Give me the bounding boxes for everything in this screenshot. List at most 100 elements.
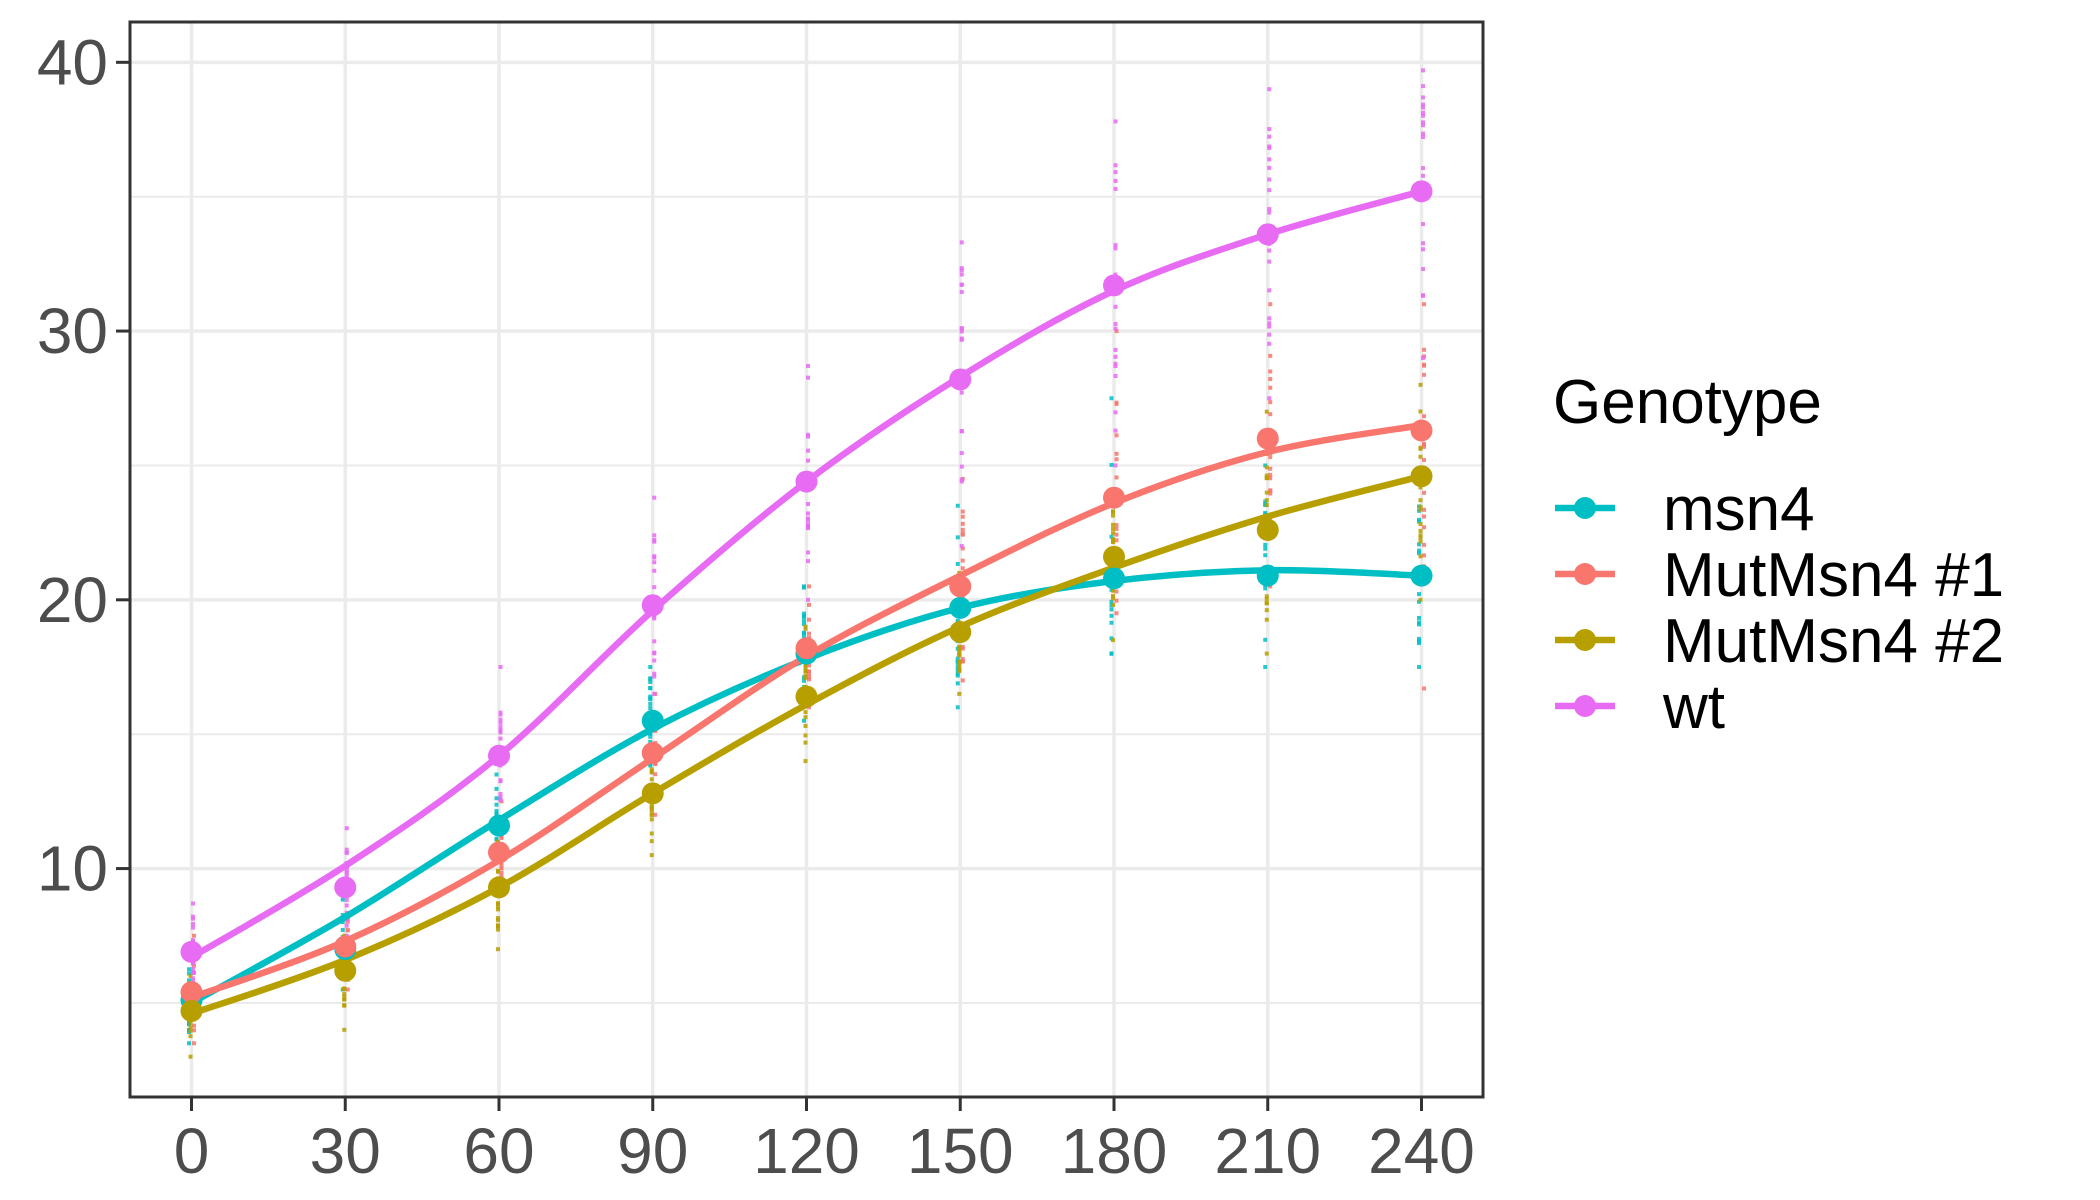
raw-point-wt (498, 710, 503, 715)
raw-point-mutmsn4-2 (649, 853, 654, 858)
raw-point-wt (959, 240, 964, 245)
legend-key-point-mutmsn4-2 (1574, 629, 1596, 651)
raw-point-wt (959, 544, 964, 549)
raw-point-wt (191, 916, 195, 921)
raw-point-mutmsn4-2 (1264, 490, 1269, 495)
raw-point-wt (1267, 332, 1272, 337)
raw-point-mutmsn4-1 (1114, 611, 1119, 616)
raw-point-msn4 (187, 978, 191, 983)
raw-point-msn4 (1263, 546, 1268, 551)
raw-point-msn4 (1417, 622, 1421, 627)
raw-point-wt (344, 847, 349, 852)
raw-point-msn4 (1417, 548, 1421, 553)
mean-point-mutmsn4-2 (334, 959, 357, 982)
raw-point-wt (1113, 410, 1118, 415)
raw-point-mutmsn4-1 (1268, 488, 1273, 493)
raw-point-mutmsn4-2 (496, 927, 500, 932)
raw-point-wt (1421, 123, 1425, 128)
raw-point-mutmsn4-2 (1418, 539, 1423, 544)
raw-point-wt (191, 901, 195, 906)
raw-point-wt (1267, 207, 1272, 212)
raw-point-mutmsn4-1 (1422, 444, 1426, 449)
x-tick-label: 90 (617, 1115, 688, 1187)
raw-point-wt (652, 639, 657, 644)
raw-point-mutmsn4-1 (1268, 385, 1273, 390)
raw-point-mutmsn4-2 (1111, 596, 1115, 601)
raw-point-mutmsn4-2 (649, 767, 654, 772)
mean-point-wt (1256, 223, 1279, 246)
raw-point-wt (1113, 243, 1118, 248)
raw-point-msn4 (955, 503, 960, 508)
raw-point-wt (806, 448, 810, 453)
raw-point-wt (1421, 95, 1425, 100)
raw-point-mutmsn4-1 (1114, 451, 1119, 456)
raw-point-mutmsn4-2 (496, 869, 500, 874)
raw-point-mutmsn4-1 (1268, 353, 1273, 358)
raw-point-wt (1421, 247, 1425, 252)
raw-point-msn4 (802, 614, 806, 619)
raw-point-msn4 (1263, 542, 1268, 547)
raw-point-wt (191, 970, 195, 975)
raw-point-mutmsn4-2 (1418, 504, 1423, 509)
raw-point-msn4 (340, 927, 345, 932)
raw-point-wt (498, 720, 503, 725)
raw-point-mutmsn4-2 (649, 831, 654, 836)
raw-point-mutmsn4-1 (1268, 377, 1273, 382)
raw-point-wt (1267, 177, 1272, 182)
raw-point-mutmsn4-1 (653, 772, 658, 777)
raw-point-mutmsn4-1 (1422, 372, 1426, 377)
raw-point-mutmsn4-2 (803, 665, 808, 670)
raw-point-mutmsn4-2 (957, 668, 962, 673)
raw-point-mutmsn4-1 (192, 1023, 196, 1028)
raw-point-mutmsn4-1 (960, 514, 965, 519)
raw-point-mutmsn4-2 (1264, 465, 1269, 470)
raw-point-msn4 (648, 677, 653, 682)
raw-point-wt (806, 597, 810, 602)
raw-point-wt (1421, 173, 1425, 178)
raw-point-mutmsn4-1 (1422, 442, 1426, 447)
raw-point-wt (806, 364, 810, 368)
raw-point-mutmsn4-1 (807, 672, 811, 677)
raw-point-mutmsn4-1 (1422, 302, 1426, 307)
raw-point-wt (806, 511, 810, 516)
raw-point-mutmsn4-2 (803, 740, 808, 745)
raw-point-mutmsn4-2 (1264, 476, 1269, 481)
raw-point-wt (344, 923, 349, 928)
raw-point-mutmsn4-1 (960, 659, 965, 664)
raw-point-mutmsn4-2 (1418, 528, 1423, 533)
raw-point-mutmsn4-2 (496, 905, 500, 910)
raw-point-mutmsn4-1 (960, 531, 965, 536)
raw-point-mutmsn4-2 (1264, 608, 1269, 613)
raw-point-msn4 (802, 678, 806, 683)
raw-point-msn4 (648, 701, 653, 706)
series-line-wt (188, 188, 1425, 961)
raw-point-wt (1113, 428, 1118, 433)
raw-point-msn4 (494, 802, 499, 807)
raw-point-wt (1267, 259, 1272, 264)
raw-point-wt (959, 477, 964, 482)
raw-point-msn4 (802, 585, 806, 590)
raw-point-wt (1267, 165, 1272, 170)
raw-point-msn4 (187, 967, 191, 972)
raw-point-wt (806, 559, 810, 564)
mean-point-wt (949, 368, 972, 391)
raw-point-msn4 (648, 686, 653, 691)
x-tick-label: 240 (1368, 1115, 1475, 1187)
raw-point-wt (652, 554, 657, 559)
raw-point-msn4 (187, 1041, 191, 1046)
raw-point-mutmsn4-1 (1114, 598, 1119, 603)
raw-point-mutmsn4-2 (803, 723, 808, 728)
raw-point-mutmsn4-2 (1264, 409, 1269, 414)
raw-point-wt (806, 526, 810, 531)
raw-point-msn4 (1417, 639, 1421, 644)
raw-point-msn4 (1417, 665, 1421, 669)
raw-point-msn4 (955, 681, 960, 686)
raw-point-mutmsn4-2 (649, 839, 654, 844)
raw-point-mutmsn4-2 (1264, 596, 1269, 601)
raw-point-mutmsn4-2 (957, 660, 962, 665)
raw-point-msn4 (494, 772, 499, 777)
raw-point-mutmsn4-1 (1268, 455, 1273, 460)
raw-point-wt (1267, 87, 1272, 92)
mean-point-mutmsn4-1 (795, 637, 818, 660)
raw-point-wt (806, 522, 810, 527)
